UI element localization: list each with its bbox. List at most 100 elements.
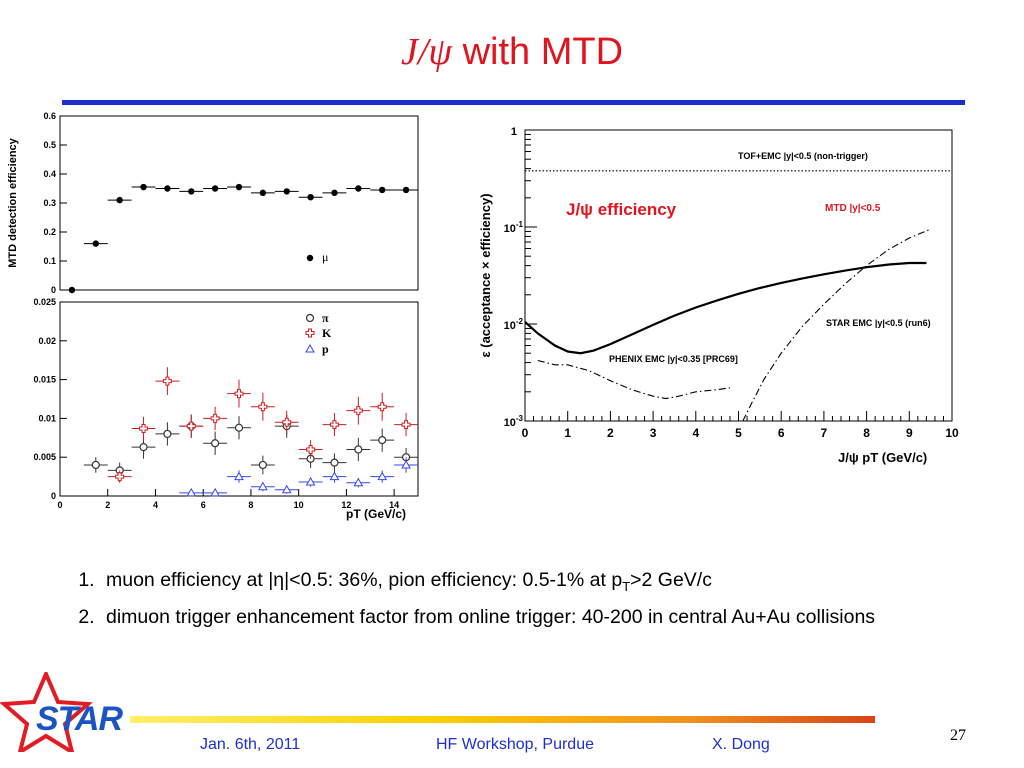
data-point bbox=[92, 240, 100, 247]
data-point bbox=[235, 183, 243, 191]
data-point bbox=[402, 186, 410, 194]
x-tick-label: 8 bbox=[248, 500, 253, 510]
legend-label: p bbox=[322, 342, 329, 356]
star-icon bbox=[0, 672, 93, 752]
data-point bbox=[353, 406, 363, 416]
y-tick-label: 0.005 bbox=[33, 452, 56, 462]
star-logo bbox=[0, 672, 93, 752]
data-point bbox=[353, 477, 364, 487]
legend-label: K bbox=[322, 326, 332, 340]
data-point bbox=[329, 471, 340, 481]
data-point bbox=[211, 185, 219, 192]
legend-marker bbox=[306, 254, 314, 262]
y-tick-label: 0.3 bbox=[43, 198, 56, 208]
x-tick-label: 10 bbox=[294, 500, 304, 510]
y-tick-label: 0.5 bbox=[43, 140, 56, 150]
plot-frame bbox=[524, 129, 953, 422]
data-point bbox=[355, 185, 362, 192]
data-point bbox=[186, 487, 197, 497]
title-symbol: J/ψ bbox=[400, 31, 453, 73]
data-point bbox=[164, 185, 171, 192]
y-tick-label: 0 bbox=[51, 491, 56, 501]
y-tick-label: 10-3 bbox=[504, 414, 524, 429]
x-tick-label: 3 bbox=[650, 426, 657, 440]
footer-author: X. Dong bbox=[712, 736, 770, 753]
bullet-item: muon efficiency at |η|<0.5: 36%, pion ef… bbox=[100, 565, 960, 602]
logo-text: STAR bbox=[36, 700, 123, 738]
data-point bbox=[331, 189, 338, 197]
data-point bbox=[377, 471, 388, 481]
data-point bbox=[234, 471, 244, 481]
bullet-list: muon efficiency at |η|<0.5: 36%, pion ef… bbox=[60, 565, 960, 632]
y-tick-label: 10-2 bbox=[504, 317, 524, 332]
y-tick-label: 0.4 bbox=[43, 169, 56, 179]
y-tick-label: 0 bbox=[51, 285, 56, 295]
x-tick-label: 2 bbox=[607, 426, 614, 440]
data-point bbox=[68, 286, 76, 294]
data-point bbox=[140, 183, 147, 191]
data-point bbox=[258, 481, 268, 491]
slide-title: J/ψ with MTD bbox=[0, 30, 1024, 74]
x-tick-label: 4 bbox=[153, 500, 158, 510]
data-point bbox=[162, 376, 172, 386]
x-tick-label: 6 bbox=[778, 426, 785, 440]
legend-marker bbox=[305, 328, 315, 338]
x-tick-label: 8 bbox=[863, 426, 870, 440]
y-axis-label: MTD detection efficiency bbox=[7, 137, 19, 267]
mtd-efficiency-plot: 0 0.1 0.2 0.3 0.4 0.5 0.6 MTD detection efficie… bbox=[7, 111, 419, 295]
y-tick-label: 0.1 bbox=[43, 256, 56, 266]
data-point bbox=[163, 429, 172, 439]
data-point bbox=[330, 458, 339, 467]
series-line bbox=[742, 228, 931, 422]
data-point bbox=[139, 443, 148, 452]
series-label: TOF+EMC |y|<0.5 (non-trigger) bbox=[738, 151, 868, 161]
x-tick-label: 6 bbox=[201, 500, 206, 510]
data-point bbox=[91, 460, 100, 470]
data-point bbox=[186, 421, 196, 431]
x-tick-label: 4 bbox=[692, 426, 699, 440]
x-tick-label: 0 bbox=[57, 500, 62, 510]
legend-marker bbox=[305, 313, 315, 323]
bullet-item: dimuon trigger enhancement factor from o… bbox=[100, 602, 960, 632]
legend-marker bbox=[305, 343, 315, 353]
legend-label: π bbox=[322, 311, 329, 325]
data-point bbox=[234, 423, 244, 432]
y-tick-label: 0.6 bbox=[43, 111, 56, 121]
data-point bbox=[259, 189, 267, 197]
left-figure-bg bbox=[10, 105, 422, 520]
series-label: PHENIX EMC |y|<0.35 [PRC69] bbox=[609, 354, 738, 364]
data-point bbox=[306, 444, 316, 454]
data-point bbox=[401, 420, 411, 430]
y-tick-label: 1 bbox=[511, 126, 517, 138]
data-point bbox=[281, 484, 292, 494]
data-point bbox=[379, 186, 386, 194]
y-tick-label: 10-1 bbox=[504, 220, 524, 235]
x-axis-label: pT (GeV/c) bbox=[346, 507, 406, 521]
data-point bbox=[378, 436, 387, 445]
data-point bbox=[188, 188, 195, 195]
x-tick-label: 12 bbox=[341, 500, 351, 510]
y-tick-label: 0.025 bbox=[33, 297, 56, 307]
footer-rule bbox=[130, 716, 875, 723]
data-point bbox=[258, 460, 267, 470]
legend-label: μ bbox=[322, 250, 328, 264]
x-tick-label: 10 bbox=[945, 426, 959, 440]
series-line bbox=[524, 261, 927, 355]
y-tick-label: 0.015 bbox=[33, 375, 56, 385]
data-point bbox=[305, 477, 316, 486]
y-tick-label: 0.01 bbox=[38, 413, 56, 423]
x-tick-label: 5 bbox=[735, 426, 742, 440]
data-point bbox=[282, 417, 292, 427]
data-point bbox=[210, 413, 220, 423]
footer-date: Jan. 6th, 2011 bbox=[200, 736, 301, 753]
chart-annotation: J/ψ efficiency bbox=[566, 200, 677, 219]
data-point bbox=[354, 445, 363, 454]
x-tick-label: 9 bbox=[906, 426, 913, 440]
x-tick-label: 14 bbox=[389, 500, 399, 510]
y-tick-label: 0.2 bbox=[43, 227, 56, 237]
x-tick-label: 0 bbox=[522, 426, 529, 440]
data-point bbox=[211, 439, 220, 448]
x-tick-label: 1 bbox=[564, 426, 571, 440]
